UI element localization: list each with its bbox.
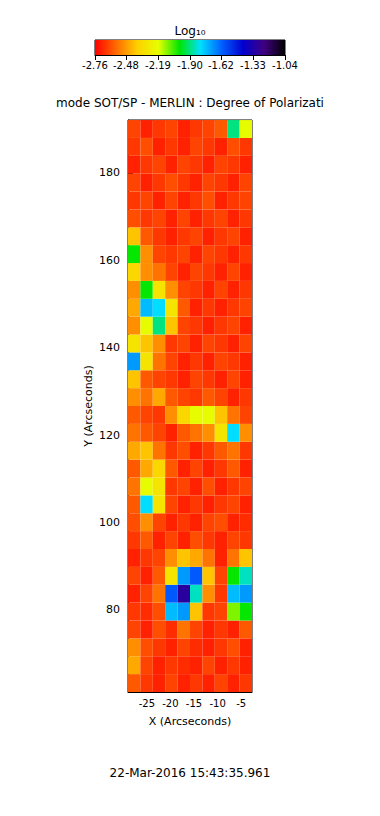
svg-text:-20: -20 — [162, 698, 178, 709]
svg-text:-2.19: -2.19 — [145, 60, 171, 71]
svg-text:-2.48: -2.48 — [113, 60, 139, 71]
svg-text:140: 140 — [99, 341, 120, 354]
svg-text:-25: -25 — [139, 698, 155, 709]
svg-text:80: 80 — [106, 603, 120, 616]
svg-text:mode SOT/SP - MERLIN : Degree: mode SOT/SP - MERLIN : Degree of Polariz… — [56, 96, 324, 110]
svg-text:-10: -10 — [209, 698, 225, 709]
svg-text:-15: -15 — [186, 698, 202, 709]
svg-text:-1.33: -1.33 — [240, 60, 266, 71]
svg-text:-2.76: -2.76 — [82, 60, 108, 71]
svg-text:-1.04: -1.04 — [272, 60, 298, 71]
svg-text:180: 180 — [99, 166, 120, 179]
svg-text:120: 120 — [99, 429, 120, 442]
svg-text:-1.62: -1.62 — [208, 60, 234, 71]
svg-text:100: 100 — [99, 516, 120, 529]
svg-text:X (Arcseconds): X (Arcseconds) — [149, 715, 231, 728]
svg-text:-5: -5 — [236, 698, 246, 709]
svg-text:-1.90: -1.90 — [177, 60, 203, 71]
svg-text:22-Mar-2016 15:43:35.961: 22-Mar-2016 15:43:35.961 — [110, 766, 271, 780]
svg-text:Log₁₀: Log₁₀ — [174, 24, 205, 38]
svg-text:160: 160 — [99, 254, 120, 267]
svg-text:Y (Arcseconds): Y (Arcseconds) — [82, 365, 95, 448]
